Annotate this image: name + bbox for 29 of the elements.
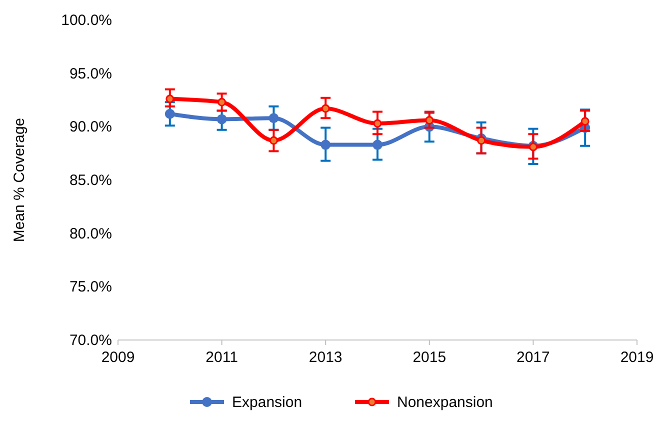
y-axis-title: Mean % Coverage bbox=[11, 118, 28, 242]
y-tick-label: 100.0% bbox=[61, 12, 112, 29]
y-tick-label: 70.0% bbox=[69, 332, 112, 349]
point bbox=[320, 140, 331, 150]
y-tick-label: 90.0% bbox=[69, 118, 112, 136]
legend-label: Expansion bbox=[232, 394, 302, 411]
point bbox=[166, 94, 174, 104]
point bbox=[164, 108, 175, 119]
point bbox=[373, 119, 382, 128]
x-tick-label: 2009 bbox=[101, 349, 135, 366]
x-tick-label: 2017 bbox=[516, 349, 550, 366]
x-tick-label: 2013 bbox=[308, 349, 342, 366]
y-tick-label: 95.0% bbox=[69, 65, 112, 82]
x-tick-label: 2015 bbox=[412, 349, 446, 366]
point bbox=[580, 117, 590, 126]
point bbox=[268, 113, 279, 124]
point bbox=[218, 98, 226, 106]
x-tick-label: 2019 bbox=[620, 349, 654, 366]
point bbox=[477, 136, 486, 145]
point bbox=[321, 104, 330, 113]
y-tick-label: 75.0% bbox=[69, 278, 112, 296]
x-tick-label: 2011 bbox=[206, 349, 238, 366]
y-tick-label: 85.0% bbox=[69, 172, 112, 189]
point bbox=[269, 136, 278, 145]
point bbox=[425, 116, 434, 125]
legend-label: Nonexpansion bbox=[397, 394, 493, 411]
point bbox=[216, 114, 227, 124]
point bbox=[372, 140, 382, 150]
y-tick-label: 80.0% bbox=[69, 225, 112, 242]
